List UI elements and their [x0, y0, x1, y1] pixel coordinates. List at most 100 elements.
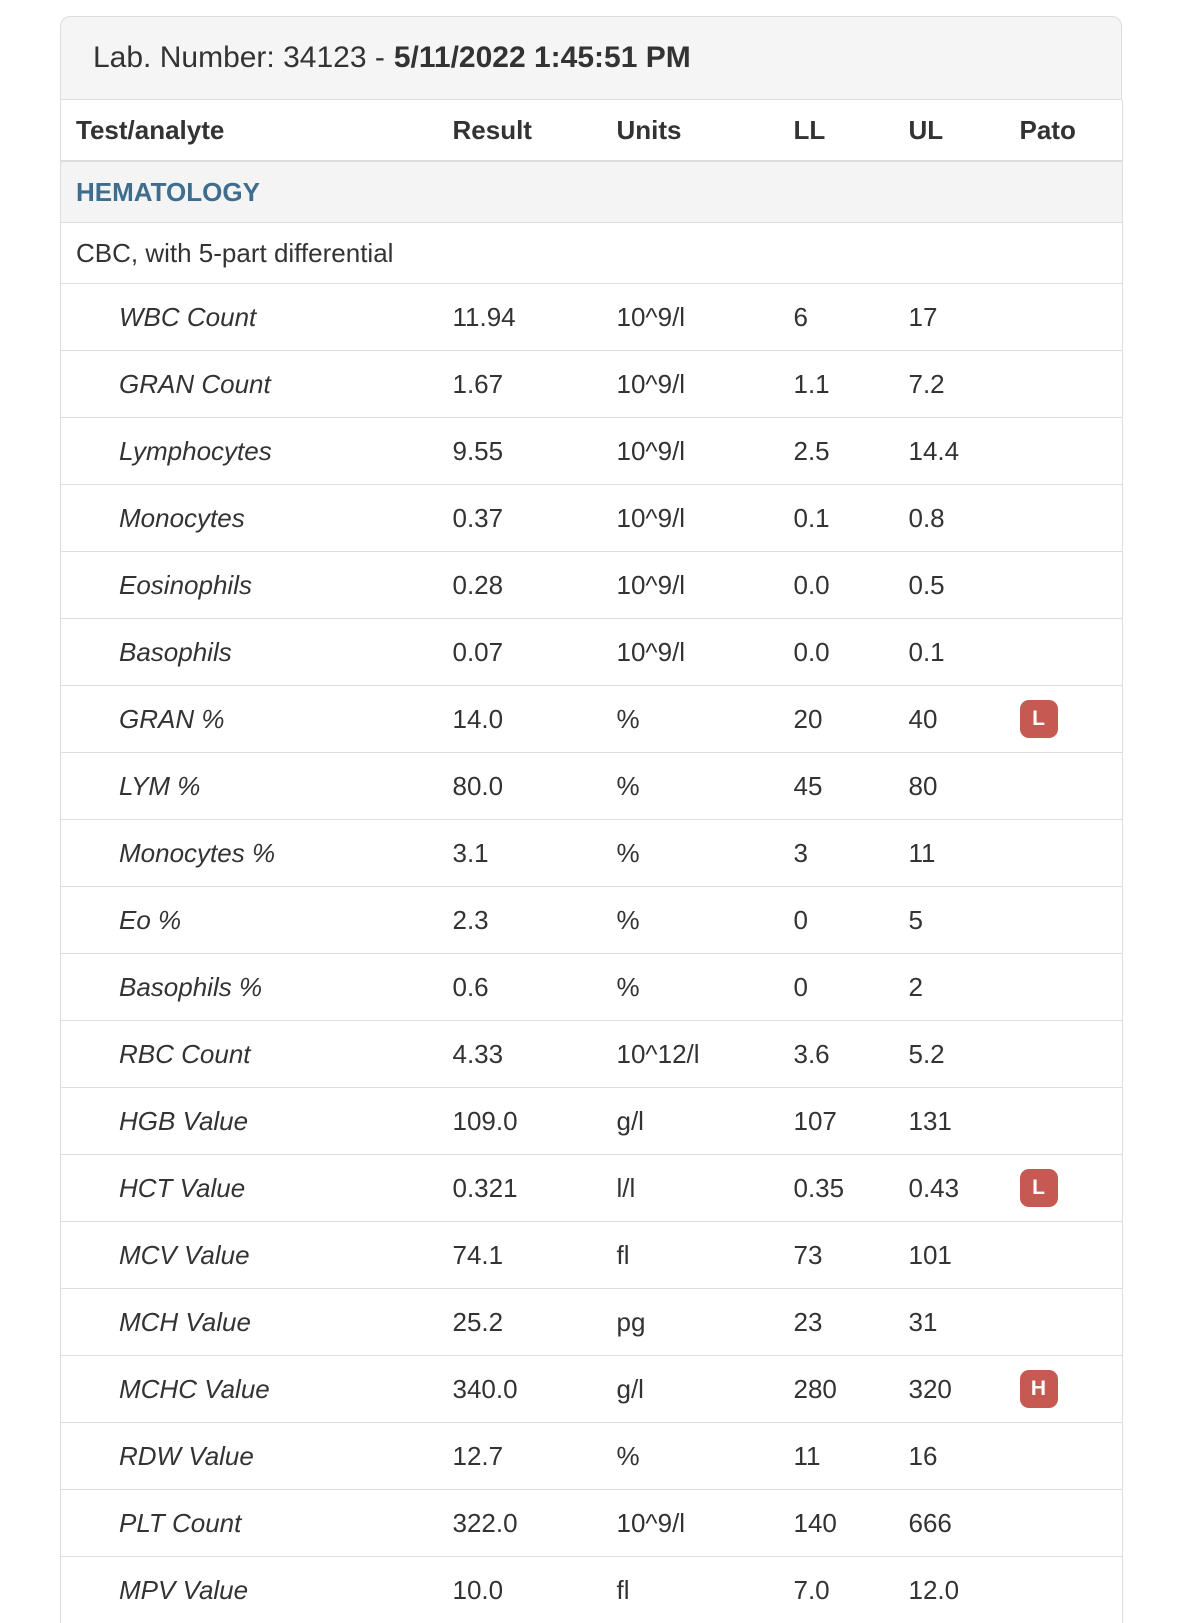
table-row: HGB Value 109.0 g/l 107 131 [61, 1088, 1123, 1155]
pato-cell: H [1005, 1356, 1123, 1423]
result-value: 2.3 [438, 887, 602, 954]
pato-cell: L [1005, 686, 1123, 753]
upper-limit-value: 40 [894, 686, 1005, 753]
lower-limit-value: 45 [779, 753, 894, 820]
section-title: HEMATOLOGY [61, 161, 1123, 223]
result-value: 11.94 [438, 284, 602, 351]
upper-limit-value: 666 [894, 1490, 1005, 1557]
upper-limit-value: 11 [894, 820, 1005, 887]
lower-limit-value: 6 [779, 284, 894, 351]
units-value: % [602, 954, 779, 1021]
table-row: Monocytes % 3.1 % 3 11 [61, 820, 1123, 887]
pato-cell [1005, 1423, 1123, 1490]
section-row-hematology: HEMATOLOGY [61, 161, 1123, 223]
result-value: 0.07 [438, 619, 602, 686]
lower-limit-value: 107 [779, 1088, 894, 1155]
units-value: fl [602, 1557, 779, 1623]
upper-limit-value: 7.2 [894, 351, 1005, 418]
test-name: GRAN % [61, 686, 438, 753]
pato-cell [1005, 887, 1123, 954]
units-value: l/l [602, 1155, 779, 1222]
upper-limit-value: 5.2 [894, 1021, 1005, 1088]
test-name: Eo % [61, 887, 438, 954]
test-name: MCHC Value [61, 1356, 438, 1423]
table-row: Eo % 2.3 % 0 5 [61, 887, 1123, 954]
result-value: 10.0 [438, 1557, 602, 1623]
units-value: 10^9/l [602, 552, 779, 619]
pato-cell [1005, 1557, 1123, 1623]
lower-limit-value: 0.35 [779, 1155, 894, 1222]
test-name: Monocytes [61, 485, 438, 552]
test-name: Monocytes % [61, 820, 438, 887]
upper-limit-value: 320 [894, 1356, 1005, 1423]
test-name: LYM % [61, 753, 438, 820]
group-title: CBC, with 5-part differential [61, 223, 1123, 284]
lower-limit-value: 0 [779, 954, 894, 1021]
upper-limit-value: 14.4 [894, 418, 1005, 485]
units-value: % [602, 820, 779, 887]
lower-limit-value: 7.0 [779, 1557, 894, 1623]
lower-limit-value: 280 [779, 1356, 894, 1423]
column-header-units: Units [602, 100, 779, 161]
upper-limit-value: 17 [894, 284, 1005, 351]
table-row: Lymphocytes 9.55 10^9/l 2.5 14.4 [61, 418, 1123, 485]
pato-cell [1005, 1289, 1123, 1356]
pato-cell [1005, 753, 1123, 820]
table-row: GRAN Count 1.67 10^9/l 1.1 7.2 [61, 351, 1123, 418]
result-value: 0.321 [438, 1155, 602, 1222]
pato-flag-badge: H [1020, 1370, 1058, 1408]
pato-cell [1005, 351, 1123, 418]
units-value: % [602, 1423, 779, 1490]
pato-flag-badge: L [1020, 1169, 1058, 1207]
lab-results-table: Test/analyte Result Units LL UL Pato HEM… [60, 100, 1123, 1623]
group-row-cbc: CBC, with 5-part differential [61, 223, 1123, 284]
test-name: MCV Value [61, 1222, 438, 1289]
lower-limit-value: 3.6 [779, 1021, 894, 1088]
table-row: Basophils 0.07 10^9/l 0.0 0.1 [61, 619, 1123, 686]
lower-limit-value: 0 [779, 887, 894, 954]
pato-cell [1005, 552, 1123, 619]
upper-limit-value: 0.8 [894, 485, 1005, 552]
pato-cell [1005, 1088, 1123, 1155]
lower-limit-value: 0.0 [779, 619, 894, 686]
pato-cell [1005, 954, 1123, 1021]
lower-limit-value: 11 [779, 1423, 894, 1490]
lower-limit-value: 1.1 [779, 351, 894, 418]
units-value: pg [602, 1289, 779, 1356]
lower-limit-value: 0.0 [779, 552, 894, 619]
table-row: RBC Count 4.33 10^12/l 3.6 5.2 [61, 1021, 1123, 1088]
units-value: 10^9/l [602, 351, 779, 418]
result-value: 80.0 [438, 753, 602, 820]
upper-limit-value: 12.0 [894, 1557, 1005, 1623]
upper-limit-value: 5 [894, 887, 1005, 954]
lab-report-panel: Lab. Number: 34123 - 5/11/2022 1:45:51 P… [60, 16, 1122, 1623]
result-value: 0.37 [438, 485, 602, 552]
pato-flag-badge: L [1020, 700, 1058, 738]
pato-cell [1005, 1490, 1123, 1557]
units-value: 10^9/l [602, 619, 779, 686]
table-row: LYM % 80.0 % 45 80 [61, 753, 1123, 820]
lab-number-header: Lab. Number: 34123 - 5/11/2022 1:45:51 P… [60, 16, 1122, 100]
upper-limit-value: 0.1 [894, 619, 1005, 686]
result-value: 3.1 [438, 820, 602, 887]
units-value: % [602, 887, 779, 954]
upper-limit-value: 80 [894, 753, 1005, 820]
test-name: MPV Value [61, 1557, 438, 1623]
result-value: 109.0 [438, 1088, 602, 1155]
result-value: 74.1 [438, 1222, 602, 1289]
test-name: RBC Count [61, 1021, 438, 1088]
upper-limit-value: 0.43 [894, 1155, 1005, 1222]
upper-limit-value: 131 [894, 1088, 1005, 1155]
table-row: MCV Value 74.1 fl 73 101 [61, 1222, 1123, 1289]
test-name: HCT Value [61, 1155, 438, 1222]
column-header-ll: LL [779, 100, 894, 161]
test-name: RDW Value [61, 1423, 438, 1490]
pato-cell [1005, 284, 1123, 351]
units-value: 10^12/l [602, 1021, 779, 1088]
test-name: Lymphocytes [61, 418, 438, 485]
pato-cell [1005, 418, 1123, 485]
pato-cell [1005, 820, 1123, 887]
units-value: 10^9/l [602, 485, 779, 552]
test-name: MCH Value [61, 1289, 438, 1356]
upper-limit-value: 31 [894, 1289, 1005, 1356]
